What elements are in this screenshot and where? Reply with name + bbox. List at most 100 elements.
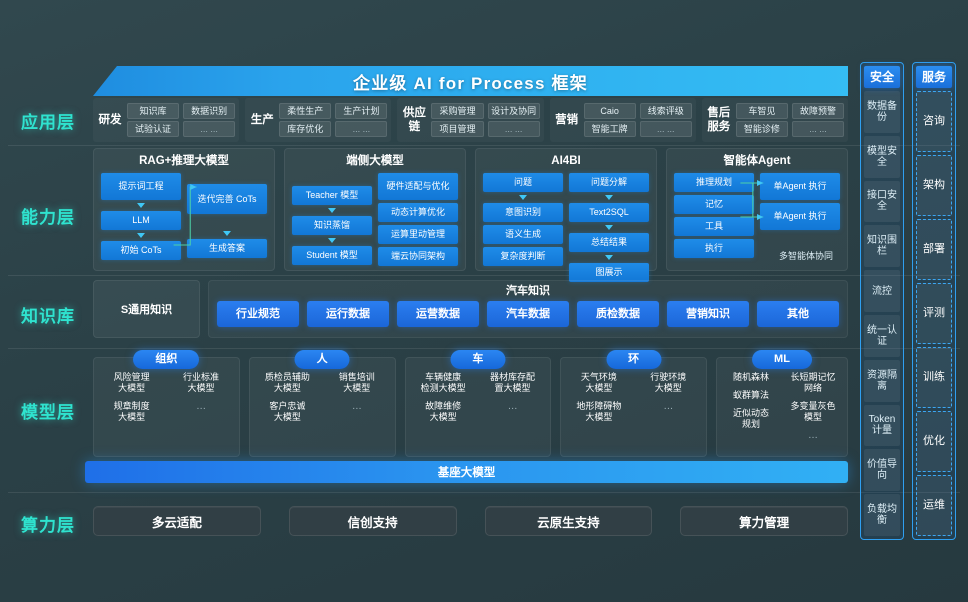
knowledge-chip[interactable]: 质检数据: [577, 301, 659, 327]
model-item[interactable]: 车辆健康 检测大模型: [420, 372, 466, 393]
capability-node[interactable]: 工具: [674, 217, 754, 236]
app-chip-more[interactable]: ... ...: [183, 121, 236, 137]
model-item[interactable]: 器材库存配 置大模型: [490, 372, 536, 393]
capability-node[interactable]: 动态计算优化: [378, 203, 458, 222]
rail-service-item[interactable]: 咨询: [916, 91, 952, 152]
model-item-more[interactable]: …: [507, 401, 518, 412]
model-item[interactable]: 规章制度 大模型: [113, 401, 150, 422]
app-chip[interactable]: 智能诊修: [735, 121, 788, 137]
rail-security-item[interactable]: Token计量: [864, 404, 900, 447]
capability-node[interactable]: 总结结果: [569, 233, 649, 252]
app-group-marketing[interactable]: 营销 Caio 智能工牌 线索评级 ... ...: [550, 98, 696, 142]
capability-node[interactable]: 意图识别: [483, 203, 563, 222]
capability-node[interactable]: 运算里动管理: [378, 225, 458, 244]
capability-node[interactable]: 单Agent 执行: [760, 203, 840, 230]
app-chip[interactable]: Caio: [583, 103, 636, 119]
app-chip[interactable]: 生产计划: [335, 103, 388, 119]
model-card-environment[interactable]: 环 天气环境 大模型 地形障碍物 大模型 行驶环境 大模型 …: [560, 350, 707, 457]
model-item[interactable]: 蚁群算法: [732, 390, 769, 400]
capability-node[interactable]: 提示词工程: [101, 173, 181, 200]
capability-node[interactable]: 迭代完善 CoTs: [187, 184, 267, 214]
capability-node[interactable]: 单Agent 执行: [760, 173, 840, 200]
knowledge-chip[interactable]: 汽车数据: [487, 301, 569, 327]
capability-node[interactable]: 推理规划: [674, 173, 754, 192]
model-item-more[interactable]: …: [351, 401, 362, 412]
compute-chip-multicloud[interactable]: 多云适配: [93, 506, 261, 536]
model-item[interactable]: 质检员辅助 大模型: [264, 372, 310, 393]
capability-card-ai4bi[interactable]: AI4BI 问题 意图识别 语义生成 复杂度判断 问题分解 Text2SQL 总…: [475, 148, 657, 282]
app-chip[interactable]: 设计及协同: [487, 103, 540, 119]
app-chip[interactable]: 故障预警: [791, 103, 845, 119]
app-chip[interactable]: 试验认证: [127, 121, 180, 137]
rail-security-item[interactable]: 接口安全: [864, 180, 900, 223]
app-chip[interactable]: 智能工牌: [583, 121, 636, 137]
rail-security-item[interactable]: 知识围栏: [864, 225, 900, 268]
rail-service-item[interactable]: 训练: [916, 347, 952, 408]
app-chip[interactable]: 柔性生产: [279, 103, 332, 119]
app-chip[interactable]: 项目管理: [431, 121, 484, 137]
app-group-production[interactable]: 生产 柔性生产 库存优化 生产计划 ... ...: [245, 98, 391, 142]
app-chip[interactable]: 库存优化: [279, 121, 332, 137]
capability-card-agent[interactable]: 智能体Agent 推理规划 记忆 工具 执行 单Agent 执行: [666, 148, 848, 271]
capability-node[interactable]: 问题分解: [569, 173, 649, 192]
model-item[interactable]: 天气环境 大模型: [580, 372, 617, 393]
app-chip-more[interactable]: ... ...: [487, 121, 540, 137]
model-card-vehicle[interactable]: 车 车辆健康 检测大模型 故障维修 大模型 器材库存配 置大模型 …: [404, 350, 552, 457]
app-chip[interactable]: 数据识别: [183, 103, 236, 119]
capability-node[interactable]: Teacher 模型: [292, 186, 372, 205]
rail-security-item[interactable]: 流控: [864, 270, 900, 312]
model-item-more[interactable]: …: [196, 401, 207, 412]
rail-security-item[interactable]: 数据备份: [864, 91, 900, 133]
knowledge-chip[interactable]: 运行数据: [307, 301, 389, 327]
rail-security-item[interactable]: 资源隔离: [864, 359, 900, 402]
rail-service-item[interactable]: 架构: [916, 155, 952, 216]
rail-service-item[interactable]: 运维: [916, 475, 952, 536]
rail-service-item[interactable]: 部署: [916, 219, 952, 280]
compute-chip-xinchuang[interactable]: 信创支持: [288, 506, 457, 536]
rail-security-item[interactable]: 统一认证: [864, 314, 900, 357]
rail-security-item[interactable]: 价值导向: [864, 449, 900, 492]
app-chip[interactable]: 知识库: [127, 103, 180, 119]
capability-node[interactable]: Student 模型: [292, 246, 372, 265]
rail-service-item[interactable]: 评测: [916, 283, 952, 344]
capability-node[interactable]: 执行: [674, 239, 754, 258]
model-item[interactable]: 故障维修 大模型: [425, 401, 462, 422]
knowledge-chip[interactable]: 运营数据: [397, 301, 479, 327]
model-item[interactable]: 长短期记忆 网络: [790, 372, 836, 393]
model-card-organization[interactable]: 组织 风险管理 大模型 规章制度 大模型 行业标准 大模型 …: [93, 350, 240, 457]
app-group-aftersales[interactable]: 售后服务 车智见 智能诊修 故障预警 ... ...: [702, 98, 848, 142]
capability-card-edge-model[interactable]: 端侧大模型 Teacher 模型 知识蒸馏 Student 模型 硬件适配与优化…: [284, 148, 466, 271]
model-item[interactable]: 销售培训 大模型: [338, 372, 375, 393]
app-chip-more[interactable]: ... ...: [335, 121, 388, 137]
capability-node[interactable]: 语义生成: [483, 225, 563, 244]
knowledge-chip[interactable]: 营销知识: [667, 301, 749, 327]
capability-node[interactable]: 硬件适配与优化: [378, 173, 458, 200]
capability-node[interactable]: 端云协同架构: [378, 247, 458, 266]
app-chip[interactable]: 车智见: [735, 103, 788, 119]
knowledge-chip[interactable]: 行业规范: [217, 301, 299, 327]
model-item-more[interactable]: …: [808, 430, 818, 441]
capability-node[interactable]: Text2SQL: [569, 203, 649, 222]
model-card-people[interactable]: 人 质检员辅助 大模型 客户忠诚 大模型 销售培训 大模型 …: [248, 350, 396, 457]
model-card-ml[interactable]: ML 随机森林 蚁群算法 近似动态 规划 长短期记忆 网络 多变量灰色 模型 …: [716, 350, 848, 457]
model-item[interactable]: 客户忠诚 大模型: [269, 401, 306, 422]
capability-card-rag[interactable]: RAG+推理大模型 提示词工程 LLM 初始 CoTs 迭代完善 CoTs: [93, 148, 275, 271]
app-group-rd[interactable]: 研发 知识库 试验认证 数据识别 ... ...: [93, 98, 239, 142]
knowledge-general-card[interactable]: S通用知识: [93, 280, 200, 338]
model-item[interactable]: 风险管理 大模型: [113, 372, 150, 393]
rail-security-item[interactable]: 模型安全: [864, 135, 900, 178]
app-chip[interactable]: 线索评级: [639, 103, 692, 119]
model-item-more[interactable]: …: [663, 401, 674, 412]
app-group-supply-chain[interactable]: 供应链 采购管理 项目管理 设计及协同 ... ...: [397, 98, 543, 142]
model-item[interactable]: 行业标准 大模型: [183, 372, 220, 393]
app-chip[interactable]: 采购管理: [431, 103, 484, 119]
capability-node[interactable]: 生成答案: [187, 239, 267, 258]
model-item[interactable]: 近似动态 规划: [732, 408, 769, 429]
model-item[interactable]: 多变量灰色 模型: [790, 401, 836, 422]
knowledge-chip[interactable]: 其他: [757, 301, 839, 327]
capability-node[interactable]: LLM: [101, 211, 181, 230]
rail-service-item[interactable]: 优化: [916, 411, 952, 472]
model-item[interactable]: 随机森林: [732, 372, 769, 382]
compute-chip-cloudnative[interactable]: 云原生支持: [484, 506, 653, 536]
capability-node[interactable]: 初始 CoTs: [101, 241, 181, 260]
